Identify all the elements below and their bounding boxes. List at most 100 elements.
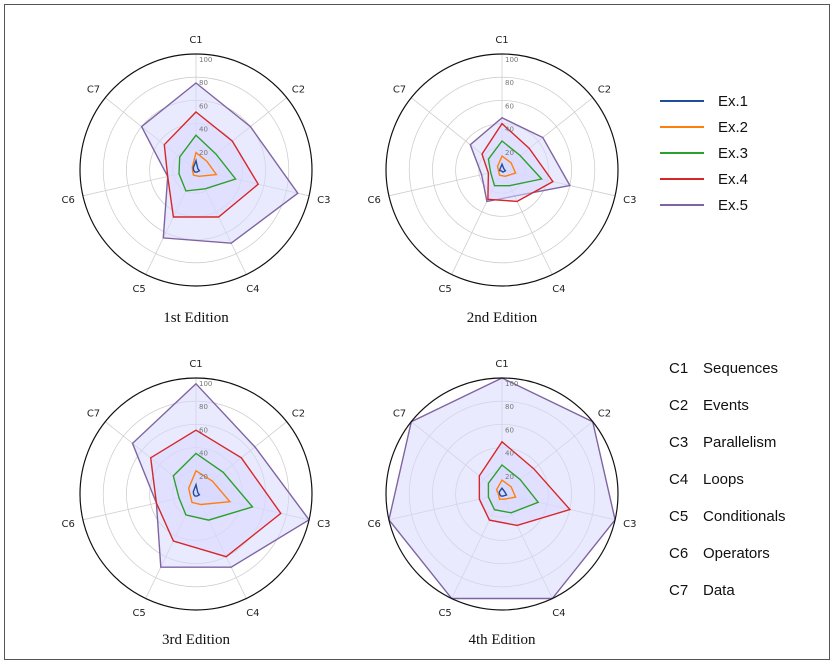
axis-label-c4: C4 xyxy=(246,608,259,619)
axis-label-c3: C3 xyxy=(317,519,330,530)
axis-label-c2: C2 xyxy=(292,408,305,419)
axis-label-c5: C5 xyxy=(438,608,451,619)
radial-tick-label: 80 xyxy=(199,403,208,411)
legend-swatch xyxy=(660,152,704,154)
radar-chart-4th-edition: 20 40 60 80 100 C1 C2 C3 C4 C5 C6 C7 xyxy=(368,359,637,619)
axis-label-c5: C5 xyxy=(132,284,145,295)
axis-label-c7: C7 xyxy=(393,408,406,419)
axis-label-c6: C6 xyxy=(62,519,75,530)
series-polygon-ex1 xyxy=(498,162,507,173)
legend-label: Ex.4 xyxy=(718,170,749,188)
key-code: C4 xyxy=(669,471,689,488)
legend: Ex.1 Ex.2 Ex.3 Ex.4 Ex.5 xyxy=(660,88,770,218)
key-name: Sequences xyxy=(703,360,779,377)
axis-label-c2: C2 xyxy=(292,84,305,95)
key-code: C2 xyxy=(669,397,689,414)
key-code: C7 xyxy=(669,582,689,599)
radial-tick-label: 40 xyxy=(199,450,208,458)
legend-label: Ex.5 xyxy=(718,196,749,214)
figure-frame xyxy=(4,4,830,660)
key-row: C1 Sequences xyxy=(669,360,786,397)
axis-label-c4: C4 xyxy=(552,284,565,295)
chart-title-2nd-edition: 2nd Edition xyxy=(466,310,538,326)
radial-tick-label: 60 xyxy=(199,102,208,110)
legend-swatch xyxy=(660,178,704,180)
radial-tick-label: 20 xyxy=(199,473,208,481)
series-polygon-ex1 xyxy=(498,487,508,497)
axis-label-c6: C6 xyxy=(62,195,75,206)
radial-tick-label: 80 xyxy=(199,79,208,87)
key-name: Parallelism xyxy=(703,434,777,451)
series-polygon-ex1 xyxy=(192,158,201,173)
key-name: Events xyxy=(703,397,749,414)
radial-tick-label: 40 xyxy=(505,450,514,458)
radial-tick-label: 60 xyxy=(199,426,208,434)
axis-label-c3: C3 xyxy=(623,519,636,530)
radial-tick-label: 20 xyxy=(199,149,208,157)
radial-tick-label: 20 xyxy=(505,149,514,157)
axis-label-c5: C5 xyxy=(438,284,451,295)
key-code: C1 xyxy=(669,360,689,377)
axis-label-c6: C6 xyxy=(368,195,381,206)
key-name: Operators xyxy=(703,545,770,562)
axis-label-c1: C1 xyxy=(189,35,202,46)
series-polygon-ex2 xyxy=(187,469,232,506)
outer-circle xyxy=(79,377,313,611)
axis-label-c1: C1 xyxy=(495,359,508,370)
axis-label-c7: C7 xyxy=(87,408,100,419)
axis-label-c2: C2 xyxy=(598,84,611,95)
key-code: C3 xyxy=(669,434,689,451)
axis-label-c2: C2 xyxy=(598,408,611,419)
radial-tick-label: 60 xyxy=(505,102,514,110)
outer-circle xyxy=(385,53,619,287)
chart-title-1st-edition: 1st Edition xyxy=(163,310,229,326)
axis-label-c6: C6 xyxy=(368,519,381,530)
series-polygon-ex3 xyxy=(487,464,540,514)
legend-swatch xyxy=(660,126,704,128)
chart-title-4th-edition: 4th Edition xyxy=(468,632,536,648)
axis-label-c3: C3 xyxy=(317,195,330,206)
category-key: C1 Sequences C2 Events C3 Parallelism C4 Loo… xyxy=(669,360,786,619)
key-row: C6 Operators xyxy=(669,545,786,582)
key-row: C5 Conditionals xyxy=(669,508,786,545)
radial-tick-label: 100 xyxy=(505,380,518,388)
axis-label-c7: C7 xyxy=(393,84,406,95)
radar-chart-2nd-edition: 20 40 60 80 100 C1 C2 C3 C4 C5 C6 C7 xyxy=(368,35,637,295)
radar-chart-1st-edition: 20 40 60 80 100 C1 C2 C3 C4 C5 C6 C7 xyxy=(62,35,331,295)
key-name: Data xyxy=(703,582,735,599)
axis-label-c7: C7 xyxy=(87,84,100,95)
legend-item-ex5: Ex.5 xyxy=(660,192,770,218)
outer-circle xyxy=(385,377,619,611)
legend-item-ex1: Ex.1 xyxy=(660,88,770,114)
key-code: C6 xyxy=(669,545,689,562)
legend-label: Ex.1 xyxy=(718,92,749,110)
key-row: C3 Parallelism xyxy=(669,434,786,471)
radial-tick-label: 80 xyxy=(505,403,514,411)
radar-chart-3rd-edition: 20 40 60 80 100 C1 C2 C3 C4 C5 C6 C7 xyxy=(62,359,331,619)
legend-swatch xyxy=(660,100,704,102)
radial-tick-label: 100 xyxy=(505,56,518,64)
axis-label-c1: C1 xyxy=(495,35,508,46)
key-name: Conditionals xyxy=(703,508,786,525)
legend-item-ex3: Ex.3 xyxy=(660,140,770,166)
radial-tick-label: 40 xyxy=(199,126,208,134)
radial-tick-label: 20 xyxy=(505,473,514,481)
key-row: C4 Loops xyxy=(669,471,786,508)
axis-label-c5: C5 xyxy=(132,608,145,619)
series-polygon-ex1 xyxy=(192,482,201,497)
axis-label-c4: C4 xyxy=(552,608,565,619)
radial-tick-label: 80 xyxy=(505,79,514,87)
radial-tick-label: 100 xyxy=(199,56,212,64)
radial-tick-label: 60 xyxy=(505,426,514,434)
key-code: C5 xyxy=(669,508,689,525)
legend-item-ex4: Ex.4 xyxy=(660,166,770,192)
legend-label: Ex.3 xyxy=(718,144,749,162)
key-row: C7 Data xyxy=(669,582,786,619)
radial-tick-label: 100 xyxy=(199,380,212,388)
axis-label-c1: C1 xyxy=(189,359,202,370)
radial-tick-label: 40 xyxy=(505,126,514,134)
outer-circle xyxy=(79,53,313,287)
key-row: C2 Events xyxy=(669,397,786,434)
legend-label: Ex.2 xyxy=(718,118,749,136)
legend-swatch xyxy=(660,204,704,206)
